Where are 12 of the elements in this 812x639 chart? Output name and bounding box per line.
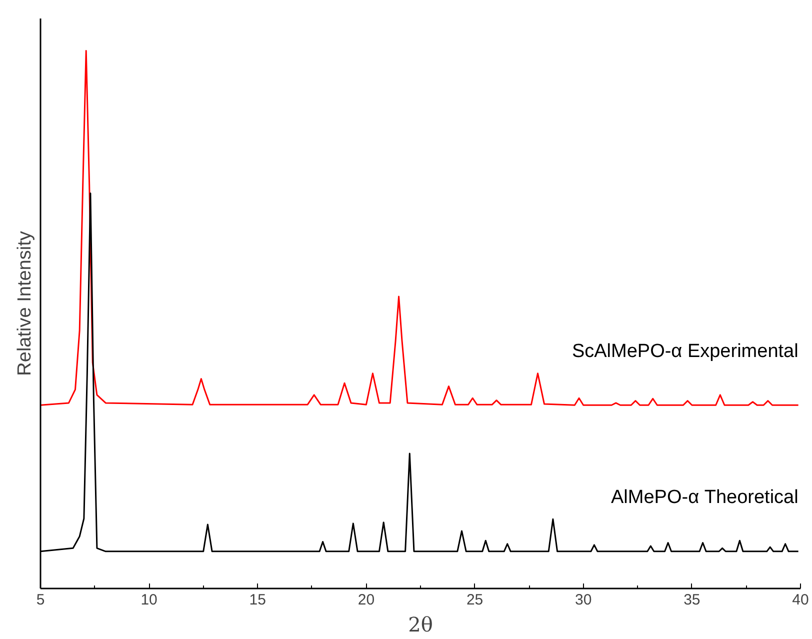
x-tick-label: 35 xyxy=(684,592,700,608)
x-axis-title: 2θ xyxy=(408,612,433,636)
x-tick-label: 40 xyxy=(792,592,809,608)
x-tick-label: 20 xyxy=(358,592,375,608)
y-axis-title: Relative Intensity xyxy=(14,230,36,376)
text: AlMePO-α Theoretical xyxy=(611,487,798,508)
x-tick-label: 15 xyxy=(249,592,266,608)
x-tick-label: 25 xyxy=(466,592,484,608)
series-label: ScAlMePO-α Experimental xyxy=(572,340,798,362)
x-tick-label: 30 xyxy=(575,592,592,608)
x-tick-label: 10 xyxy=(140,592,158,608)
x-tick-label: 5 xyxy=(36,592,45,608)
